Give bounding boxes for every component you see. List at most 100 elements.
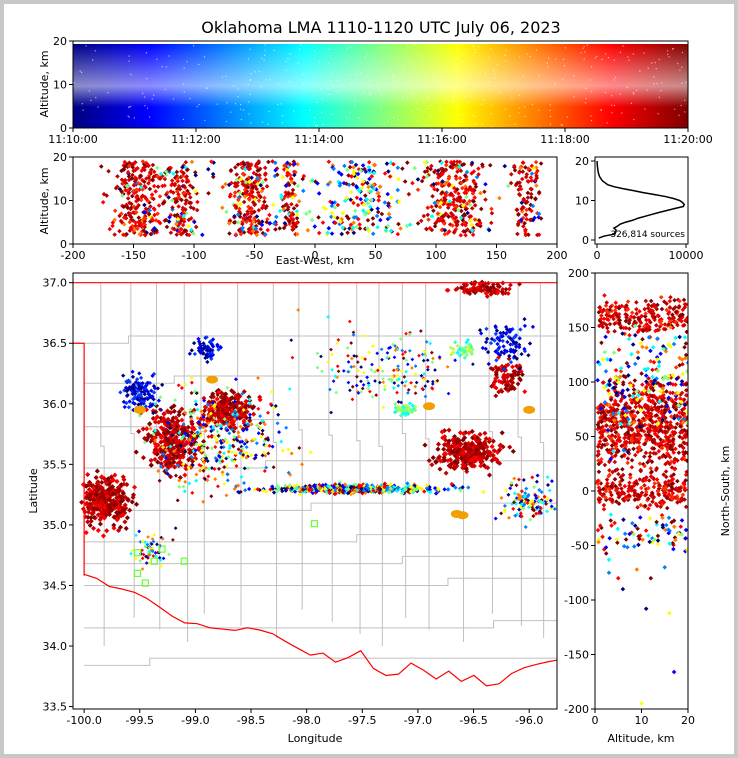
- plan-view-source-point: [336, 369, 341, 374]
- plan-view-source-point: [484, 444, 490, 450]
- plan-view-source-point: [430, 360, 435, 365]
- plan-view-source-point: [181, 434, 186, 439]
- east-west-source-point: [223, 181, 228, 187]
- lma-station-marker: [133, 569, 142, 577]
- ew-tick-label: -100: [182, 249, 207, 262]
- plan-view-source-point: [414, 380, 419, 385]
- time-altitude-gap-speck: [566, 116, 568, 118]
- east-west-source-point: [351, 220, 356, 225]
- plan-view-source-point: [451, 440, 457, 446]
- plan-view-source-point: [419, 329, 423, 333]
- plan-view-source-point: [429, 462, 435, 468]
- plan-view-source-point: [266, 451, 271, 456]
- hist-count-tick-label: 0: [594, 249, 601, 262]
- east-west-source-point: [362, 212, 368, 217]
- plan-view-source-point: [476, 445, 482, 451]
- plan-view-source-point: [464, 352, 469, 358]
- plan-view-source-point: [387, 377, 391, 382]
- east-west-source-point: [410, 180, 415, 186]
- time-altitude-panel: 11:10:00 11:12:00 11:14:00 11:16:00 11:18:00…: [38, 35, 713, 146]
- longitude-xlabel: Longitude: [288, 732, 343, 745]
- east-west-source-point: [452, 228, 458, 234]
- east-west-source-point: [305, 228, 311, 233]
- time-altitude-gap-speck: [250, 122, 252, 124]
- east-west-source-point: [130, 172, 135, 178]
- plan-view-source-point: [148, 457, 154, 463]
- plan-view-source-point: [194, 478, 199, 483]
- time-altitude-gap-speck: [518, 94, 520, 96]
- plan-view-source-point: [413, 384, 418, 389]
- plan-view-source-point: [126, 405, 131, 410]
- plan-view-source-point: [326, 315, 330, 319]
- plan-view-source-point: [201, 415, 206, 420]
- north-south-source-point: [673, 446, 678, 452]
- time-altitude-gap-speck: [461, 121, 463, 123]
- east-west-source-point: [262, 195, 267, 201]
- plan-view-source-point: [227, 401, 233, 407]
- plan-view-source-point: [201, 425, 206, 430]
- plan-view-source-point: [253, 455, 258, 460]
- lma-station-marker: [180, 557, 188, 565]
- plan-view-source-point: [366, 386, 371, 391]
- time-altitude-gap-speck: [146, 107, 149, 109]
- time-altitude-gap-speck: [346, 117, 348, 119]
- east-west-source-point: [369, 197, 374, 203]
- plan-view-source-point: [204, 335, 209, 340]
- plan-view-source-point: [368, 389, 372, 394]
- east-west-source-point: [387, 215, 393, 220]
- time-altitude-gap-speck: [585, 97, 587, 100]
- time-altitude-gap-speck: [165, 66, 168, 68]
- plan-view-source-point: [424, 340, 429, 344]
- time-altitude-gap-speck: [614, 76, 617, 79]
- plan-view-source-point: [190, 490, 195, 495]
- time-altitude-gap-speck: [297, 62, 299, 64]
- plan-view-source-point: [202, 460, 207, 465]
- county-line: [539, 282, 545, 638]
- time-altitude-gap-speck: [285, 60, 287, 63]
- time-altitude-gap-speck: [144, 96, 146, 98]
- plan-view-source-point: [95, 496, 102, 502]
- plan-view-source-point: [133, 380, 139, 385]
- plan-view-source-point: [192, 433, 197, 438]
- plan-view-source-point: [195, 407, 200, 412]
- time-altitude-gap-speck: [73, 81, 75, 84]
- plan-view-source-point: [140, 556, 145, 561]
- plan-view-source-point: [392, 410, 398, 415]
- plan-view-source-point: [405, 362, 410, 367]
- east-west-source-point: [460, 222, 465, 227]
- latitude-tick-label: 36.5: [43, 337, 68, 350]
- plan-view-source-point: [446, 487, 451, 492]
- plan-view-source-point: [392, 374, 397, 378]
- plan-view-source-point: [158, 439, 164, 445]
- plan-view-source-point: [131, 391, 136, 396]
- time-altitude-gap-speck: [355, 73, 358, 75]
- plan-view-source-point: [381, 377, 385, 381]
- time-altitude-gap-speck: [280, 103, 282, 105]
- east-west-source-point: [100, 199, 106, 205]
- plan-view-source-point: [373, 379, 377, 383]
- ew-alt-tick-label: 0: [60, 238, 67, 251]
- plan-view-source-point: [493, 516, 498, 521]
- east-west-source-point: [121, 232, 126, 238]
- plan-view-source-point: [404, 358, 409, 363]
- time-altitude-gap-speck: [447, 54, 449, 56]
- plan-view-source-point: [462, 435, 468, 441]
- longitude-tick-label: -99.0: [181, 714, 209, 727]
- east-west-source-point: [274, 214, 279, 220]
- plan-view-source-point: [243, 398, 249, 405]
- plan-view-source-point: [367, 383, 371, 388]
- time-altitude-gap-speck: [465, 82, 467, 84]
- time-altitude-gap-speck: [288, 81, 291, 83]
- time-altitude-gap-speck: [92, 59, 94, 61]
- plan-view-source-point: [261, 450, 266, 455]
- time-altitude-gap-speck: [393, 117, 395, 119]
- plan-view-source-point: [404, 379, 408, 384]
- plan-view-source-point: [224, 406, 230, 412]
- plan-view-source-point: [151, 432, 156, 437]
- longitude-tick-label: -100.0: [66, 714, 101, 727]
- plan-view-source-point: [517, 345, 522, 350]
- plan-view-source-point: [222, 396, 228, 402]
- plan-view-source-point: [244, 445, 249, 450]
- plan-view-source-point: [217, 454, 222, 459]
- north-south-source-point: [609, 443, 615, 448]
